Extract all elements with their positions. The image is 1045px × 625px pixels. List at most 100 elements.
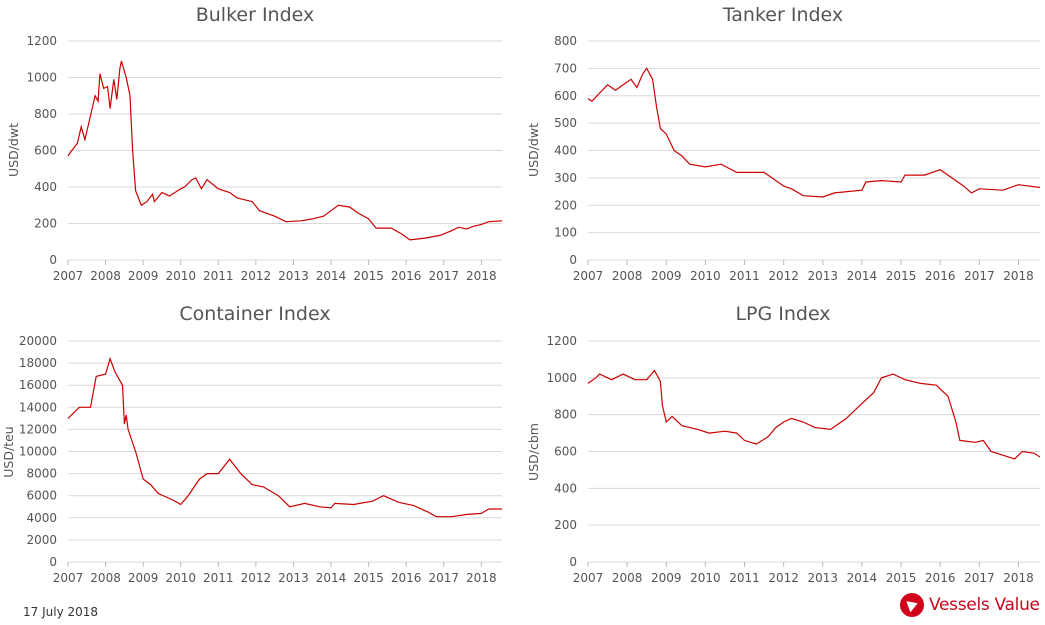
y-tick-label: 18000	[19, 356, 57, 370]
x-tick-label: 2013	[278, 571, 309, 585]
chart-title: Bulker Index	[196, 4, 315, 26]
x-tick-label: 2017	[428, 269, 459, 283]
report-date: 17 July 2018	[23, 605, 99, 619]
x-tick-label: 2014	[847, 269, 878, 283]
x-tick-label: 2016	[391, 571, 422, 585]
x-tick-label: 2018	[466, 571, 497, 585]
y-tick-label: 1000	[546, 371, 577, 385]
y-axis-label: USD/teu	[1, 426, 16, 477]
x-tick-label: 2008	[90, 269, 121, 283]
index-series-line	[67, 60, 503, 241]
play-triangle-icon	[900, 593, 924, 617]
y-tick-label: 800	[554, 34, 577, 48]
x-tick-label: 2013	[808, 269, 839, 283]
y-axis-label: USD/cbm	[526, 423, 541, 481]
y-tick-label: 600	[554, 89, 577, 103]
x-tick-label: 2012	[241, 571, 272, 585]
chart-bulker-index: Bulker Index USD/dwt 0 200 400 600 800 1000 1200…	[6, 4, 503, 283]
x-tick-label: 2008	[612, 269, 643, 283]
x-tick-label: 2010	[690, 571, 721, 585]
x-tick-label: 2011	[729, 571, 760, 585]
x-tick-label: 2011	[203, 269, 234, 283]
x-tick-label: 2010	[165, 269, 196, 283]
x-tick-label: 2014	[847, 571, 878, 585]
y-tick-label: 0	[569, 555, 577, 569]
x-tick-label: 2011	[203, 571, 234, 585]
chart-title: LPG Index	[735, 303, 830, 325]
x-tick-label: 2017	[964, 269, 995, 283]
x-tick-label: 2013	[808, 571, 839, 585]
y-tick-label: 400	[34, 180, 57, 194]
x-tick-label: 2009	[651, 269, 682, 283]
x-tick-label: 2008	[90, 571, 121, 585]
x-tick-label: 2015	[886, 269, 917, 283]
y-tick-label: 200	[554, 198, 577, 212]
chart-title: Container Index	[179, 303, 330, 325]
y-tick-label: 10000	[19, 445, 57, 459]
y-tick-label: 500	[554, 116, 577, 130]
y-tick-label: 0	[49, 253, 57, 267]
x-tick-label: 2016	[391, 269, 422, 283]
y-tick-label: 16000	[19, 378, 57, 392]
chart-title: Tanker Index	[722, 4, 843, 26]
x-tick-label: 2016	[925, 269, 956, 283]
y-axis-label: USD/dwt	[6, 123, 21, 177]
y-tick-label: 200	[34, 217, 57, 231]
x-tick-label: 2007	[53, 269, 84, 283]
y-tick-label: 14000	[19, 400, 57, 414]
chart-lpg-index: LPG Index USD/cbm 0 200 400 600 800 1000 1200 200…	[526, 303, 1041, 585]
y-tick-label: 6000	[26, 489, 57, 503]
x-tick-label: 2018	[1003, 571, 1034, 585]
x-tick-label: 2010	[690, 269, 721, 283]
y-tick-label: 700	[554, 61, 577, 75]
x-tick-label: 2009	[128, 269, 159, 283]
x-tick-label: 2018	[466, 269, 497, 283]
x-tick-label: 2012	[241, 269, 272, 283]
x-tick-label: 2010	[165, 571, 196, 585]
y-tick-label: 12000	[19, 422, 57, 436]
y-tick-label: 1200	[26, 34, 57, 48]
x-tick-label: 2015	[353, 269, 384, 283]
x-tick-label: 2007	[53, 571, 84, 585]
y-tick-label: 300	[554, 171, 577, 185]
x-tick-label: 2012	[768, 269, 799, 283]
y-axis-label: USD/dwt	[526, 123, 541, 177]
y-tick-label: 2000	[26, 533, 57, 547]
x-tick-label: 2008	[612, 571, 643, 585]
y-tick-label: 800	[554, 408, 577, 422]
x-tick-label: 2007	[573, 269, 604, 283]
y-tick-label: 400	[554, 144, 577, 158]
x-tick-label: 2012	[768, 571, 799, 585]
chart-tanker-index: Tanker Index USD/dwt 0 100 200 300 400 500 600 70…	[526, 4, 1041, 283]
x-tick-label: 2017	[964, 571, 995, 585]
vesselsvalue-logo: Vessels Value	[900, 593, 1040, 617]
x-tick-label: 2017	[428, 571, 459, 585]
chart-container-index: Container Index USD/teu 0 2000 4000 6000 8000 1…	[1, 303, 502, 585]
x-tick-label: 2009	[128, 571, 159, 585]
x-tick-label: 2015	[353, 571, 384, 585]
x-tick-label: 2014	[316, 571, 347, 585]
y-tick-label: 600	[554, 445, 577, 459]
x-tick-label: 2013	[278, 269, 309, 283]
x-tick-label: 2007	[573, 571, 604, 585]
y-tick-label: 400	[554, 481, 577, 495]
x-tick-label: 2015	[886, 571, 917, 585]
x-tick-label: 2014	[316, 269, 347, 283]
x-tick-label: 2009	[651, 571, 682, 585]
y-tick-label: 1000	[26, 71, 57, 85]
y-tick-label: 0	[49, 555, 57, 569]
y-tick-label: 1200	[546, 334, 577, 348]
y-tick-label: 8000	[26, 467, 57, 481]
y-tick-label: 100	[554, 226, 577, 240]
y-tick-label: 4000	[26, 511, 57, 525]
y-tick-label: 800	[34, 107, 57, 121]
x-tick-label: 2016	[925, 571, 956, 585]
x-tick-label: 2011	[729, 269, 760, 283]
x-tick-label: 2018	[1003, 269, 1034, 283]
index-series-line	[67, 356, 502, 518]
y-tick-label: 600	[34, 144, 57, 158]
index-series-line	[587, 67, 1041, 198]
index-series-line	[587, 369, 1041, 460]
y-tick-label: 0	[569, 253, 577, 267]
